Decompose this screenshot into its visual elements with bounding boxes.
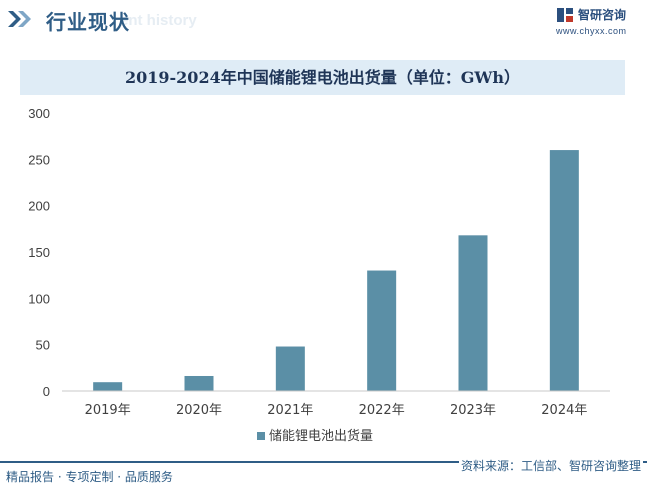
x-tick-label: 2019年 bbox=[85, 403, 131, 418]
x-tick-label: 2024年 bbox=[541, 403, 587, 418]
brand-url: www.chyxx.com bbox=[556, 26, 627, 36]
brand-logo-icon bbox=[557, 8, 573, 22]
footer-divider bbox=[0, 461, 647, 463]
chart-title: 2019-2024年中国储能锂电池出货量（单位：GWh） bbox=[125, 68, 520, 87]
header: ent history 行业现状 智研咨询 www.chyxx.com bbox=[0, 0, 647, 44]
y-tick-label: 250 bbox=[28, 152, 50, 167]
bar bbox=[367, 270, 397, 391]
bars bbox=[93, 150, 579, 391]
y-tick-label: 100 bbox=[28, 291, 50, 306]
x-tick-label: 2020年 bbox=[176, 403, 222, 418]
page-title: 行业现状 bbox=[46, 10, 130, 34]
y-tick-label: 300 bbox=[28, 106, 50, 121]
y-axis-ticks: 0 50 100 150 200 250 300 bbox=[28, 106, 50, 399]
footer-tagline: 精品报告 · 专项定制 · 品质服务 bbox=[6, 470, 173, 484]
header-subtitle: ent history bbox=[120, 12, 197, 29]
legend-label: 储能锂电池出货量 bbox=[269, 428, 373, 444]
y-tick-label: 200 bbox=[28, 199, 50, 214]
x-tick-label: 2021年 bbox=[267, 403, 313, 418]
bar bbox=[458, 235, 488, 391]
double-chevron-icon bbox=[8, 11, 31, 27]
legend: 储能锂电池出货量 bbox=[257, 428, 373, 444]
y-tick-label: 50 bbox=[36, 338, 50, 353]
legend-swatch bbox=[257, 432, 265, 440]
y-tick-label: 150 bbox=[28, 245, 50, 260]
y-tick-label: 0 bbox=[43, 384, 50, 399]
brand-name: 智研咨询 bbox=[578, 8, 627, 22]
footer-source: 资料来源：工信部、智研咨询整理 bbox=[458, 457, 643, 474]
bar bbox=[93, 382, 123, 391]
chart-title-band: 2019-2024年中国储能锂电池出货量（单位：GWh） bbox=[20, 60, 625, 95]
x-tick-label: 2023年 bbox=[450, 403, 496, 418]
bar bbox=[275, 346, 305, 391]
x-axis-ticks: 2019年 2020年 2021年 2022年 2023年 2024年 bbox=[85, 403, 588, 418]
bar bbox=[184, 375, 214, 391]
bar bbox=[549, 150, 579, 391]
x-tick-label: 2022年 bbox=[359, 403, 405, 418]
